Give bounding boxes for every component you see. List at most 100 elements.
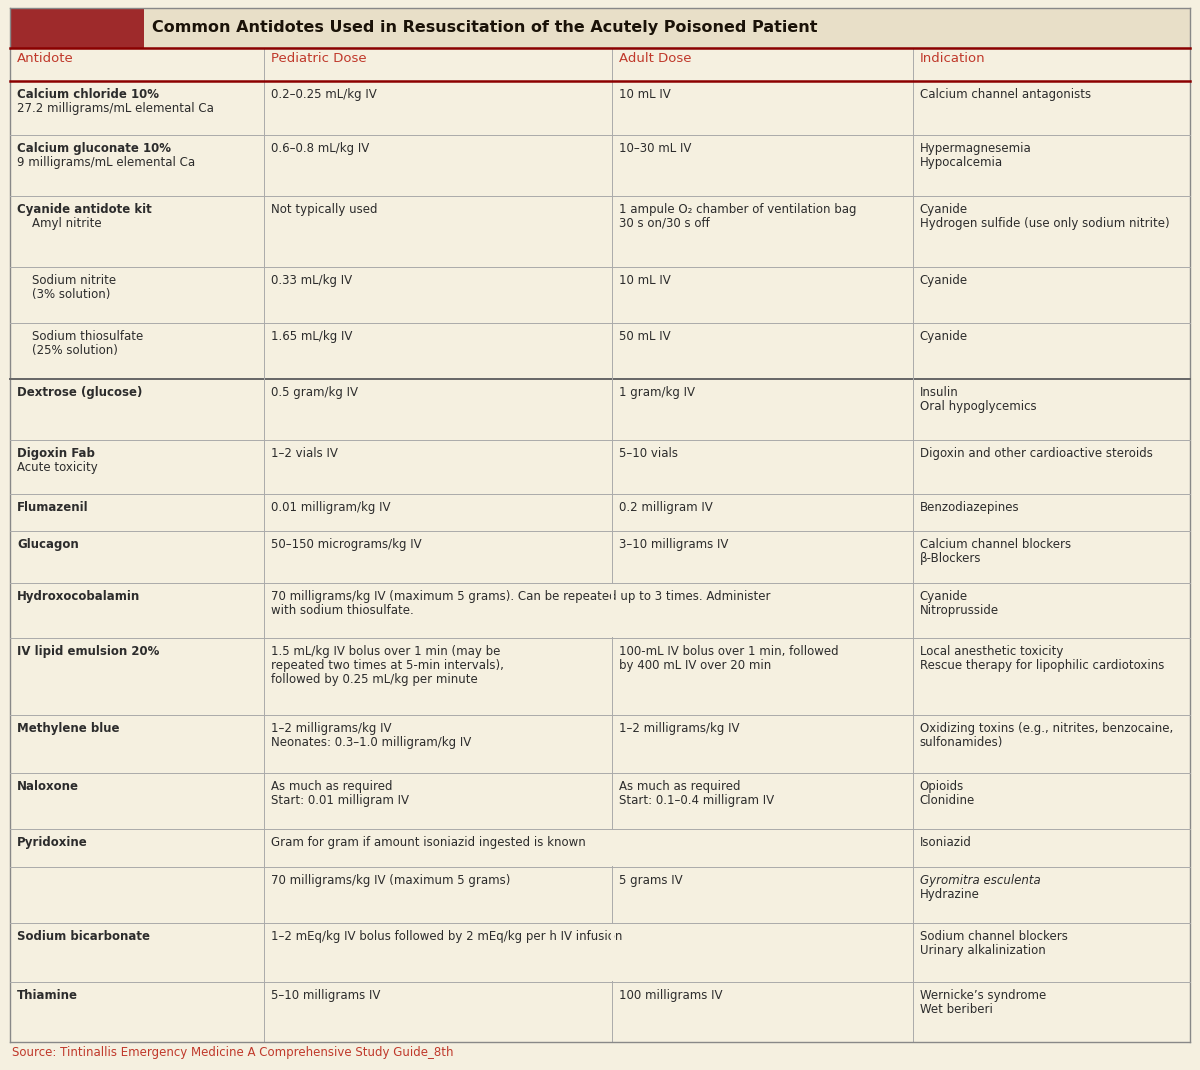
Text: 1.65 mL/kg IV: 1.65 mL/kg IV [271,330,352,342]
Text: 0.2 milligram IV: 0.2 milligram IV [619,501,713,514]
Text: 1–2 mEq/kg IV bolus followed by 2 mEq/kg per h IV infusion: 1–2 mEq/kg IV bolus followed by 2 mEq/kg… [271,930,622,943]
Text: 50–150 micrograms/kg IV: 50–150 micrograms/kg IV [271,538,421,551]
Text: Gram for gram if amount isoniazid ingested is known: Gram for gram if amount isoniazid ingest… [271,837,586,850]
Text: As much as required: As much as required [271,780,392,793]
Bar [10,135,1190,196]
Text: 5 grams IV: 5 grams IV [619,874,683,887]
Bar [10,7,144,47]
Text: Common Antidotes Used in Resuscitation of the Acutely Poisoned Patient: Common Antidotes Used in Resuscitation o… [152,20,818,35]
Bar [10,266,1190,323]
Bar [10,379,1190,440]
Bar [10,715,1190,774]
Bar [10,638,1190,715]
Text: Indication: Indication [919,51,985,65]
Text: Rescue therapy for lipophilic cardiotoxins: Rescue therapy for lipophilic cardiotoxi… [919,658,1164,672]
Text: Antidote: Antidote [17,51,73,65]
Text: 3–10 milligrams IV: 3–10 milligrams IV [619,538,728,551]
Text: Digoxin Fab: Digoxin Fab [17,446,95,459]
Text: Amyl nitrite: Amyl nitrite [17,216,102,230]
Text: Cyanide: Cyanide [919,202,968,216]
Text: 70 milligrams/kg IV (maximum 5 grams). Can be repeated up to 3 times. Administer: 70 milligrams/kg IV (maximum 5 grams). C… [271,591,770,603]
Text: Cyanide: Cyanide [919,274,968,287]
Text: with sodium thiosulfate.: with sodium thiosulfate. [271,605,414,617]
Text: Wet beriberi: Wet beriberi [919,1003,992,1015]
Text: Oxidizing toxins (e.g., nitrites, benzocaine,: Oxidizing toxins (e.g., nitrites, benzoc… [919,721,1172,735]
Text: Hypocalcemia: Hypocalcemia [919,156,1003,169]
Text: 0.5 gram/kg IV: 0.5 gram/kg IV [271,386,358,399]
Text: Sodium channel blockers: Sodium channel blockers [919,930,1068,943]
Text: Nitroprusside: Nitroprusside [919,605,998,617]
Text: 1–2 milligrams/kg IV: 1–2 milligrams/kg IV [271,721,391,735]
Text: Naloxone: Naloxone [17,780,79,793]
Text: 1 gram/kg IV: 1 gram/kg IV [619,386,695,399]
Text: Gyromitra esculenta: Gyromitra esculenta [919,874,1040,887]
Text: 100 milligrams IV: 100 milligrams IV [619,989,722,1002]
Text: by 400 mL IV over 20 min: by 400 mL IV over 20 min [619,658,772,672]
Text: 10–30 mL IV: 10–30 mL IV [619,142,691,155]
Text: (3% solution): (3% solution) [17,288,110,301]
Text: As much as required: As much as required [619,780,740,793]
Text: sulfonamides): sulfonamides) [919,736,1003,749]
Bar [10,867,1190,923]
Text: repeated two times at 5-min intervals),: repeated two times at 5-min intervals), [271,658,504,672]
Text: Calcium channel antagonists: Calcium channel antagonists [919,88,1091,101]
Text: 100-mL IV bolus over 1 min, followed: 100-mL IV bolus over 1 min, followed [619,644,839,658]
Bar [10,440,1190,493]
Bar [10,493,1190,531]
Text: 70 milligrams/kg IV (maximum 5 grams): 70 milligrams/kg IV (maximum 5 grams) [271,874,510,887]
Bar [611,584,613,637]
Text: Calcium chloride 10%: Calcium chloride 10% [17,88,158,101]
Bar [10,81,1190,135]
Bar [611,924,613,980]
Text: 5–10 milligrams IV: 5–10 milligrams IV [271,989,380,1002]
Text: Pyridoxine: Pyridoxine [17,837,88,850]
Text: Dextrose (glucose): Dextrose (glucose) [17,386,143,399]
Text: Opioids: Opioids [919,780,964,793]
Text: Pediatric Dose: Pediatric Dose [271,51,366,65]
Bar [10,829,1190,867]
Text: Source: Tintinallis Emergency Medicine A Comprehensive Study Guide_8th: Source: Tintinallis Emergency Medicine A… [12,1046,454,1059]
Bar [10,47,1190,81]
Text: Start: 0.01 milligram IV: Start: 0.01 milligram IV [271,794,409,807]
Text: IV lipid emulsion 20%: IV lipid emulsion 20% [17,644,160,658]
Text: Cyanide: Cyanide [919,591,968,603]
Bar [10,196,1190,266]
Bar [10,981,1190,1042]
Text: Clonidine: Clonidine [919,794,974,807]
Text: 0.2–0.25 mL/kg IV: 0.2–0.25 mL/kg IV [271,88,377,101]
Text: Oral hypoglycemics: Oral hypoglycemics [919,400,1037,413]
Text: Thiamine: Thiamine [17,989,78,1002]
Text: Glucagon: Glucagon [17,538,79,551]
Text: Hypermagnesemia: Hypermagnesemia [919,142,1032,155]
Bar [611,830,613,866]
Text: Start: 0.1–0.4 milligram IV: Start: 0.1–0.4 milligram IV [619,794,774,807]
Text: Sodium bicarbonate: Sodium bicarbonate [17,930,150,943]
Text: Isoniazid: Isoniazid [919,837,972,850]
Bar [10,923,1190,981]
Text: Calcium gluconate 10%: Calcium gluconate 10% [17,142,172,155]
Text: Calcium channel blockers: Calcium channel blockers [919,538,1070,551]
Text: 5–10 vials: 5–10 vials [619,446,678,459]
Text: Flumazenil: Flumazenil [17,501,89,514]
Text: 0.33 mL/kg IV: 0.33 mL/kg IV [271,274,352,287]
Bar [10,774,1190,829]
Text: 50 mL IV: 50 mL IV [619,330,671,342]
Text: β-Blockers: β-Blockers [919,552,982,565]
Bar [144,7,1190,47]
Text: 1.5 mL/kg IV bolus over 1 min (may be: 1.5 mL/kg IV bolus over 1 min (may be [271,644,500,658]
Text: Urinary alkalinization: Urinary alkalinization [919,944,1045,958]
Text: 10 mL IV: 10 mL IV [619,274,671,287]
Text: Benzodiazepines: Benzodiazepines [919,501,1019,514]
Text: Insulin: Insulin [919,386,959,399]
Text: (25% solution): (25% solution) [17,343,118,356]
Text: Adult Dose: Adult Dose [619,51,691,65]
Text: Acute toxicity: Acute toxicity [17,460,97,474]
Text: Neonates: 0.3–1.0 milligram/kg IV: Neonates: 0.3–1.0 milligram/kg IV [271,736,470,749]
Text: 27.2 milligrams/mL elemental Ca: 27.2 milligrams/mL elemental Ca [17,102,214,114]
Text: Local anesthetic toxicity: Local anesthetic toxicity [919,644,1063,658]
Text: 0.6–0.8 mL/kg IV: 0.6–0.8 mL/kg IV [271,142,368,155]
Text: Sodium nitrite: Sodium nitrite [17,274,116,287]
Text: Methylene blue: Methylene blue [17,721,120,735]
Text: 1–2 vials IV: 1–2 vials IV [271,446,337,459]
Text: Not typically used: Not typically used [271,202,377,216]
